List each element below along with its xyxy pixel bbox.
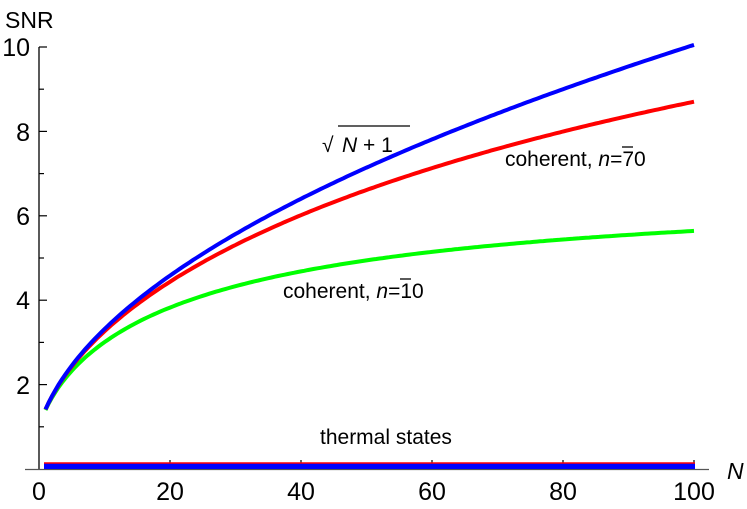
y-ticks [39, 46, 47, 428]
plot-curves [43, 42, 695, 411]
x-axis-title: N [727, 458, 744, 484]
x-tick-label-60: 60 [418, 478, 446, 506]
y-tick-label-10: 10 [2, 34, 30, 62]
coherent-10-curve [43, 228, 695, 411]
x-tick-label-40: 40 [287, 478, 315, 506]
thermal-blue-band [44, 463, 695, 469]
y-tick-label-8: 8 [16, 119, 30, 147]
x-tick-label-20: 20 [156, 478, 184, 506]
sqrt-body: N + 1 [342, 134, 393, 157]
x-tick-label-100: 100 [673, 478, 715, 506]
y-tick-label-2: 2 [16, 372, 30, 400]
coherent-70-curve [43, 99, 695, 411]
y-tick-label-6: 6 [16, 203, 30, 231]
coherent-70-label: coherent, n=70 [505, 148, 646, 171]
x-tick-label-0: 0 [32, 478, 46, 506]
sqrt-annotation: √ N + 1 [322, 125, 410, 157]
sqrt-curve [43, 42, 695, 411]
y-tick-label-4: 4 [16, 287, 30, 315]
x-tick-label-80: 80 [549, 478, 577, 506]
thermal-states-label: thermal states [320, 426, 452, 449]
coherent-10-label: coherent, n=10 [283, 280, 424, 303]
sqrt-radical: √ [322, 134, 334, 157]
y-axis-title: SNR [5, 7, 54, 33]
